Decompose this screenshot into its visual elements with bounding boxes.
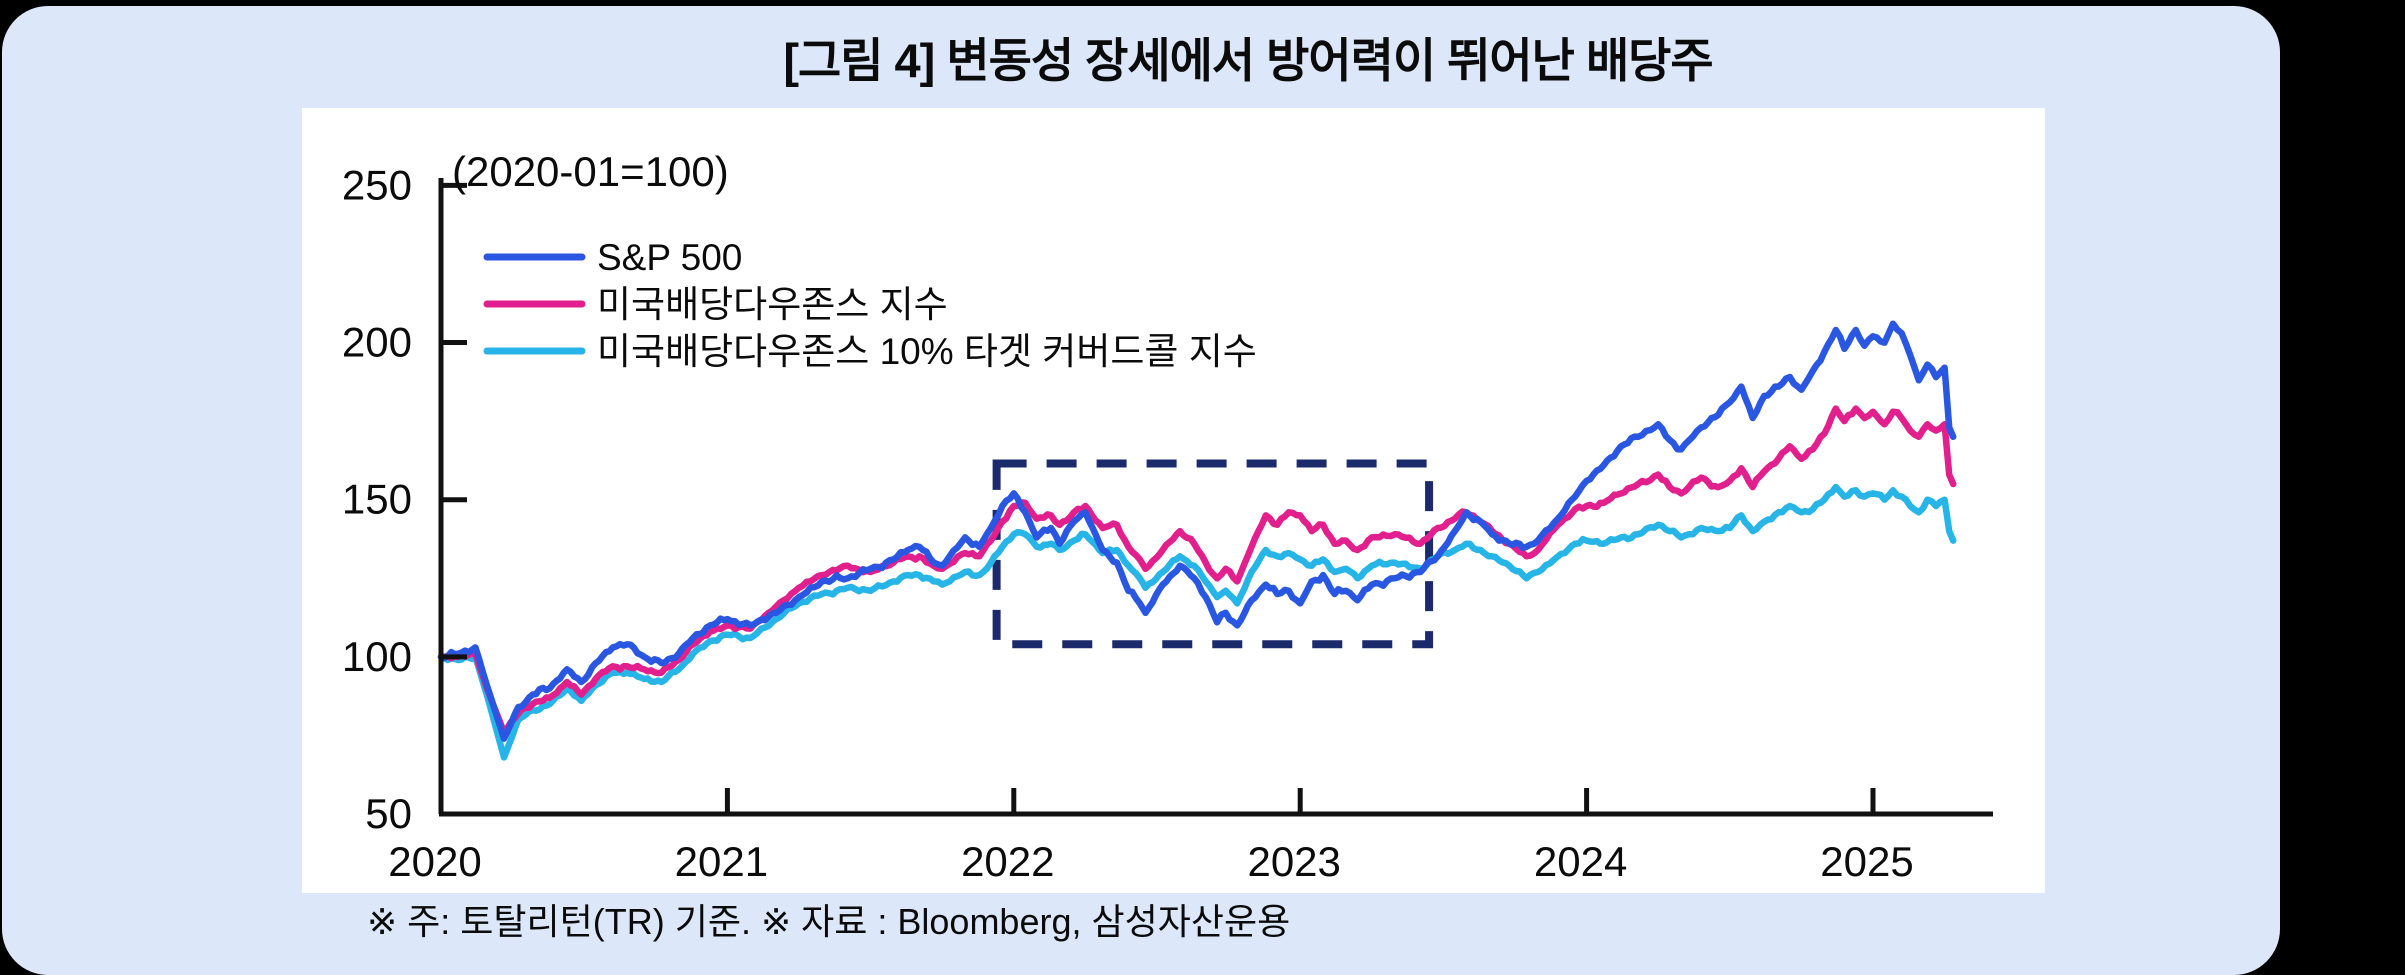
legend-label-0: S&P 500 (597, 237, 742, 278)
y-tick-label: 50 (365, 790, 412, 837)
legend-label-2: 미국배당다우존스 10% 타겟 커버드콜 지수 (597, 331, 1257, 372)
figure-title: [그림 4] 변동성 장세에서 방어력이 뛰어난 배당주 (783, 34, 1713, 87)
x-tick-label: 2022 (961, 838, 1054, 885)
y-tick-label: 100 (342, 633, 412, 680)
chart-footnote: ※ 주: 토탈리턴(TR) 기준. ※ 자료 : Bloomberg, 삼성자산… (367, 901, 1291, 942)
axis-unit-label: (2020-01=100) (452, 148, 729, 195)
chart-panel (302, 108, 2045, 893)
legend-label-1: 미국배당다우존스 지수 (597, 284, 948, 325)
x-tick-label: 2020 (388, 838, 481, 885)
x-tick-label: 2024 (1534, 838, 1627, 885)
y-tick-label: 150 (342, 476, 412, 523)
series-line-0 (437, 320, 1957, 742)
series-line-1 (437, 405, 1957, 736)
highlight-box (992, 459, 1434, 649)
x-tick-label: 2021 (675, 838, 768, 885)
y-tick-label: 200 (342, 319, 412, 366)
x-tick-label: 2023 (1247, 838, 1340, 885)
y-tick-label: 250 (342, 161, 412, 208)
series-line-2 (437, 483, 1957, 761)
x-tick-label: 2025 (1820, 838, 1913, 885)
